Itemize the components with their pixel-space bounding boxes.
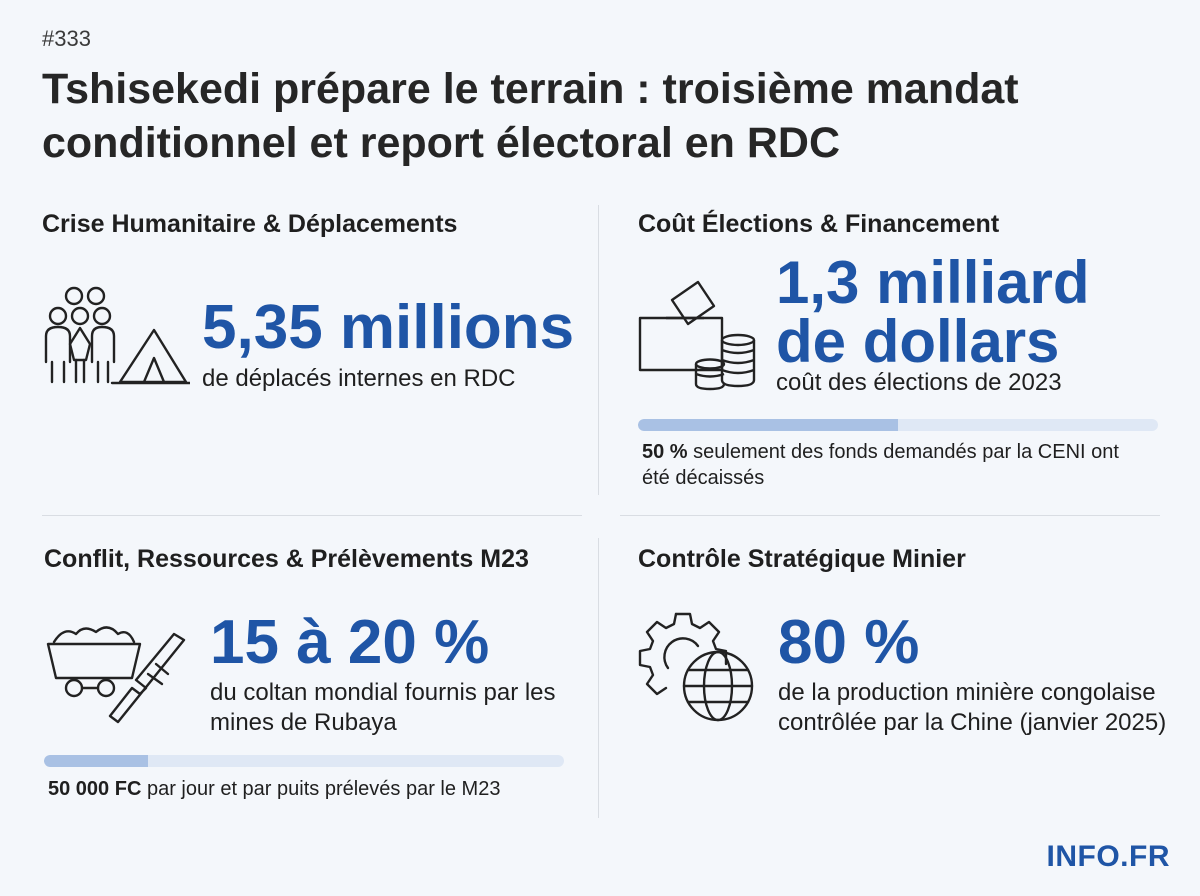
divider-vertical-top — [598, 205, 599, 495]
gear-globe-icon — [638, 612, 754, 722]
mine-cart-rifle-icon — [46, 626, 186, 724]
conflict-note: 50 000 FC par jour et par puits prélevés… — [48, 776, 588, 802]
mining-description: de la production minière congolaise cont… — [778, 679, 1167, 736]
divider-vertical-bottom — [598, 538, 599, 818]
elections-note: 50 % seulement des fonds demandés par la… — [642, 439, 1152, 491]
humanitarian-description: de déplacés internes en RDC — [202, 365, 516, 392]
conflict-progress-fill — [44, 755, 148, 767]
conflict-note-text: par jour et par puits prélevés par le M2… — [141, 778, 501, 800]
mining-figure: 80 % — [778, 608, 920, 677]
elections-note-highlight: 50 % — [642, 441, 688, 463]
divider-horizontal-right — [620, 515, 1160, 516]
conflict-progress-bar — [44, 755, 564, 767]
elections-progress-fill — [638, 419, 898, 431]
section-title-mining: Contrôle Stratégique Minier — [638, 545, 966, 573]
section-title-humanitarian: Crise Humanitaire & Déplacements — [42, 210, 458, 238]
section-title-elections: Coût Élections & Financement — [638, 210, 1000, 238]
humanitarian-figure: 5,35 millions — [202, 293, 575, 362]
conflict-description: du coltan mondial fournis par les mines … — [210, 679, 556, 736]
elections-figure-line1: 1,3 milliard — [776, 249, 1090, 316]
elections-progress-bar — [638, 419, 1158, 431]
ballot-box-coins-icon — [638, 280, 756, 391]
conflict-note-highlight: 50 000 FC — [48, 778, 142, 800]
displaced-people-tent-icon — [44, 286, 190, 385]
issue-number: #333 — [42, 26, 91, 51]
conflict-figure: 15 à 20 % — [210, 608, 490, 677]
section-title-conflict: Conflit, Ressources & Prélèvements M23 — [44, 545, 529, 573]
page-title: Tshisekedi prépare le terrain : troisièm… — [42, 65, 1019, 167]
divider-horizontal-left — [42, 515, 582, 516]
elections-figure-line2: de dollars — [776, 308, 1060, 375]
elections-note-text: seulement des fonds demandés par la CENI… — [642, 441, 1119, 489]
elections-description: coût des élections de 2023 — [776, 369, 1062, 396]
brand-logo: INFO.FR — [1046, 840, 1170, 873]
